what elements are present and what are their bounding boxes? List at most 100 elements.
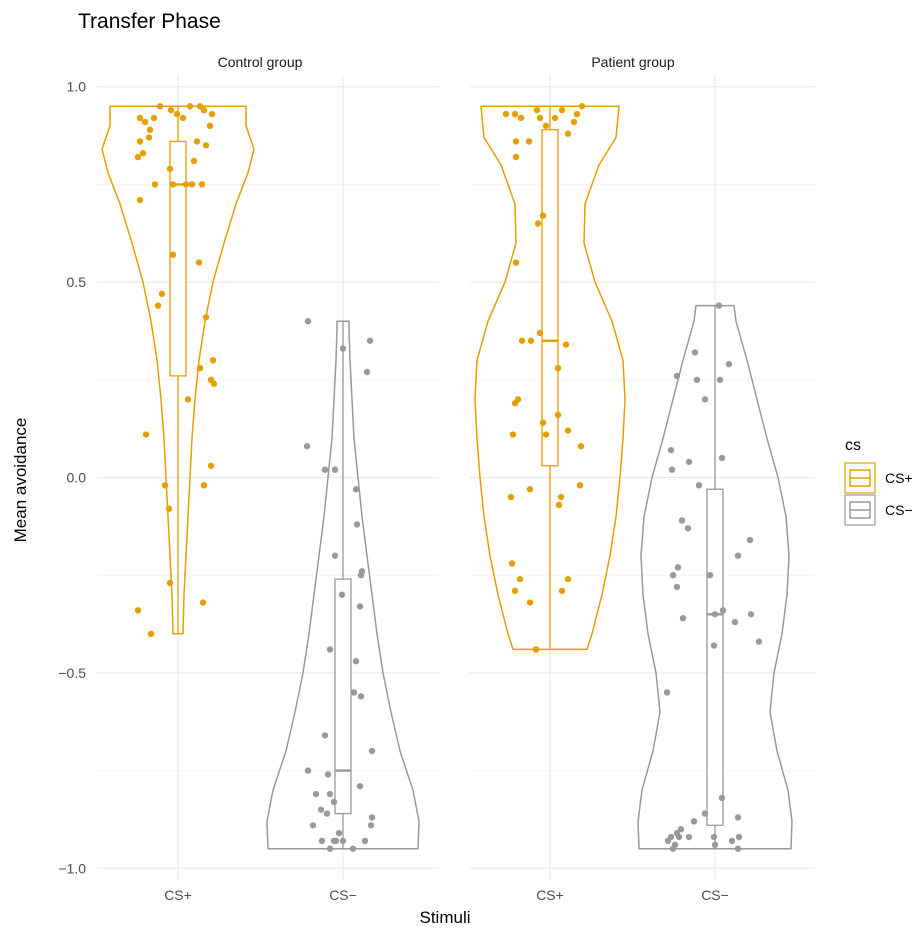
point-cs-plus bbox=[141, 118, 149, 126]
point-cs-plus bbox=[166, 579, 174, 587]
point-cs-plus bbox=[200, 482, 208, 489]
point-cs-minus bbox=[746, 536, 754, 544]
point-cs-plus bbox=[518, 337, 526, 344]
point-cs-plus bbox=[202, 314, 210, 321]
point-cs-plus bbox=[539, 419, 547, 426]
point-cs-minus bbox=[317, 806, 325, 813]
x-tick-label: CS− bbox=[701, 887, 729, 903]
point-cs-minus bbox=[667, 446, 675, 454]
point-cs-plus bbox=[165, 505, 173, 512]
point-cs-plus bbox=[558, 587, 566, 595]
point-cs-plus bbox=[179, 114, 187, 122]
point-cs-plus bbox=[206, 122, 214, 130]
point-cs-plus bbox=[190, 157, 198, 165]
point-cs-minus bbox=[330, 837, 338, 845]
point-cs-minus bbox=[718, 454, 726, 462]
point-cs-plus bbox=[539, 212, 547, 219]
point-cs-plus bbox=[511, 400, 519, 407]
point-cs-minus bbox=[747, 611, 755, 618]
point-cs-minus bbox=[679, 614, 687, 622]
point-cs-minus bbox=[685, 458, 693, 466]
point-cs-plus bbox=[558, 106, 566, 114]
point-cs-minus bbox=[734, 552, 742, 559]
point-cs-plus bbox=[184, 396, 192, 403]
legend: cs CS+ CS− bbox=[844, 437, 913, 526]
point-cs-minus bbox=[755, 638, 763, 645]
point-cs-minus bbox=[734, 845, 742, 852]
point-cs-plus bbox=[573, 110, 581, 118]
point-cs-minus bbox=[303, 443, 311, 450]
y-tick-label: −0.5 bbox=[58, 665, 86, 681]
panel-patient: Patient group bbox=[470, 54, 815, 880]
point-cs-minus bbox=[711, 611, 719, 618]
point-cs-plus bbox=[208, 110, 216, 118]
point-cs-plus bbox=[202, 142, 210, 149]
point-cs-minus bbox=[710, 833, 718, 841]
violin-cs-plus bbox=[474, 105, 626, 651]
point-cs-minus bbox=[363, 368, 371, 376]
violin-cs-minus bbox=[266, 320, 420, 850]
point-cs-plus bbox=[536, 329, 544, 337]
point-cs-plus bbox=[196, 103, 204, 110]
point-cs-minus bbox=[715, 302, 723, 309]
legend-label-cs-plus: CS+ bbox=[885, 470, 913, 486]
point-cs-plus bbox=[532, 646, 540, 653]
point-cs-plus bbox=[576, 482, 584, 489]
point-cs-minus bbox=[725, 360, 733, 368]
point-cs-plus bbox=[193, 138, 201, 145]
box-cs-minus bbox=[334, 578, 352, 815]
point-cs-plus bbox=[147, 630, 155, 638]
violin-cs-plus bbox=[101, 105, 255, 635]
panel-control-marks bbox=[101, 103, 420, 852]
point-cs-minus bbox=[667, 833, 675, 841]
box-cs-plus bbox=[541, 129, 559, 467]
point-cs-plus bbox=[196, 364, 204, 372]
point-cs-plus bbox=[577, 443, 585, 450]
point-cs-plus bbox=[139, 149, 147, 157]
point-cs-minus bbox=[335, 829, 343, 837]
point-cs-plus bbox=[169, 181, 177, 188]
point-cs-minus bbox=[711, 841, 719, 849]
y-axis-title: Mean avoidance bbox=[11, 418, 30, 543]
point-cs-plus bbox=[150, 114, 158, 122]
point-cs-minus bbox=[324, 771, 332, 778]
point-cs-plus bbox=[527, 337, 535, 344]
point-cs-minus bbox=[330, 798, 338, 806]
point-cs-minus bbox=[693, 376, 701, 384]
point-cs-plus bbox=[554, 411, 562, 419]
point-cs-minus bbox=[735, 833, 743, 841]
violin-cs-minus bbox=[637, 304, 793, 850]
point-cs-minus bbox=[675, 833, 683, 841]
point-cs-minus bbox=[368, 747, 376, 755]
point-cs-minus bbox=[350, 689, 358, 696]
point-cs-plus bbox=[134, 153, 142, 161]
point-cs-plus bbox=[136, 196, 144, 204]
point-cs-minus bbox=[668, 466, 676, 473]
point-cs-minus bbox=[321, 732, 329, 739]
point-cs-plus bbox=[512, 259, 520, 266]
point-cs-plus bbox=[161, 482, 169, 489]
point-cs-plus bbox=[195, 259, 203, 266]
point-cs-plus bbox=[578, 103, 586, 110]
y-tick-label: 1.0 bbox=[67, 79, 87, 95]
point-cs-plus bbox=[209, 357, 217, 364]
y-tick-label: 0.5 bbox=[67, 274, 87, 290]
point-cs-plus bbox=[536, 114, 544, 122]
point-cs-minus bbox=[304, 317, 312, 325]
point-cs-plus bbox=[564, 575, 572, 583]
point-cs-minus bbox=[349, 845, 357, 852]
point-cs-plus bbox=[533, 106, 541, 114]
point-cs-plus bbox=[562, 341, 570, 348]
point-cs-minus bbox=[701, 396, 709, 403]
x-axis-ticks: CS+ CS− CS+ CS− bbox=[164, 887, 729, 903]
point-cs-minus bbox=[734, 814, 742, 821]
point-cs-plus bbox=[154, 302, 162, 309]
strip-label-patient: Patient group bbox=[591, 54, 674, 70]
legend-label-cs-minus: CS− bbox=[885, 502, 913, 518]
point-cs-plus bbox=[534, 220, 542, 227]
point-cs-plus bbox=[167, 106, 175, 114]
point-cs-minus bbox=[352, 486, 360, 493]
point-cs-minus bbox=[677, 825, 685, 833]
point-cs-plus bbox=[182, 181, 190, 188]
point-cs-minus bbox=[719, 607, 727, 614]
